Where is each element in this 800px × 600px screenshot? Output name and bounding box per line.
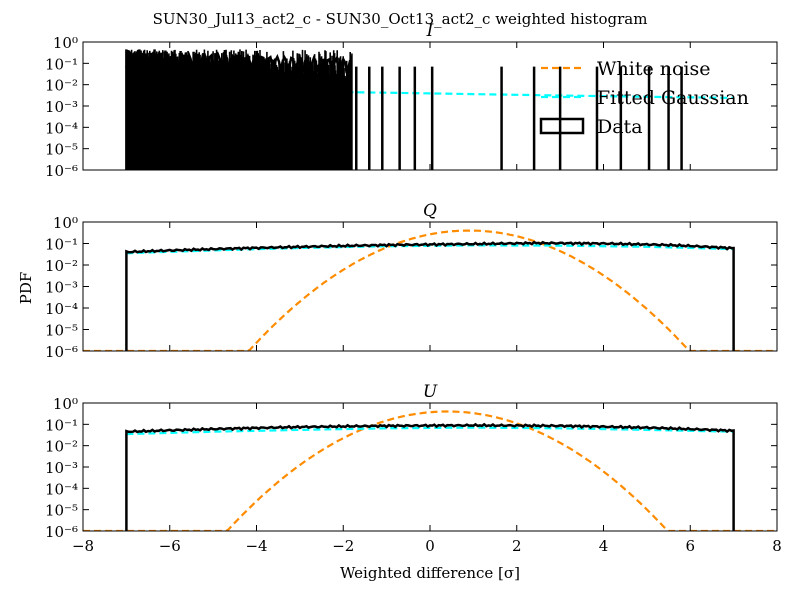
y-tick-label: 10⁻⁴ — [45, 300, 78, 318]
y-tick-label: 10⁰ — [53, 214, 78, 232]
x-tick-label: 0 — [425, 537, 435, 555]
y-tick-label: 10⁻² — [45, 438, 78, 456]
series-white-noise — [83, 229, 777, 351]
y-tick-label: 10⁰ — [53, 395, 78, 413]
plot-area — [83, 410, 777, 531]
y-tick-label: 10⁻⁵ — [45, 141, 78, 159]
figure-title: SUN30_Jul13_act2_c - SUN30_Oct13_act2_c … — [152, 10, 648, 28]
y-tick-label: 10⁻¹ — [45, 55, 78, 73]
series-fitted-gaussian — [126, 244, 734, 255]
y-tick-label: 10⁻⁶ — [45, 162, 78, 180]
y-tick-label: 10⁻³ — [45, 279, 78, 297]
plot-area — [125, 49, 734, 170]
legend-label: Data — [597, 116, 643, 138]
legend: White noise Fitted Gaussian Data — [539, 58, 749, 138]
x-tick-label: −4 — [245, 537, 267, 555]
x-tick-label: 8 — [772, 537, 782, 555]
series-data-histogram — [125, 49, 683, 170]
legend-label: White noise — [597, 58, 711, 80]
y-tick-label: 10⁻¹ — [45, 416, 78, 434]
y-tick-label: 10⁻¹ — [45, 236, 78, 254]
panel-title: U — [423, 382, 438, 402]
data-dense-top — [125, 49, 352, 75]
y-tick-label: 10⁻² — [45, 257, 78, 275]
x-tick-label: −2 — [332, 537, 354, 555]
y-tick-label: 10⁻⁶ — [45, 523, 78, 541]
panel-u: 10⁰ 10⁻¹ 10⁻² 10⁻³ 10⁻⁴ 10⁻⁵ 10⁻⁶−8 −6 −4 −2 0 2 4 6 8… — [45, 382, 782, 555]
legend-label: Fitted Gaussian — [597, 87, 749, 109]
y-tick-label: 10⁻³ — [45, 98, 78, 116]
y-tick-label: 10⁻⁴ — [45, 480, 78, 498]
y-tick-label: 10⁻⁶ — [45, 343, 78, 361]
panel-q: 10⁰ 10⁻¹ 10⁻² 10⁻³ 10⁻⁴ 10⁻⁵ 10⁻⁶ Q — [45, 201, 778, 361]
y-tick-label: 10⁻² — [45, 77, 78, 95]
y-tick-label: 10⁻³ — [45, 459, 78, 477]
panel-title: I — [426, 21, 434, 41]
series-fitted-gaussian — [126, 426, 734, 436]
x-tick-label: 6 — [685, 537, 695, 555]
y-tick-label: 10⁻⁵ — [45, 502, 78, 520]
x-tick-label: −8 — [72, 537, 94, 555]
panel-i: 10⁰ 10⁻¹ 10⁻² 10⁻³ 10⁻⁴ 10⁻⁵ 10⁻⁶ I — [45, 21, 778, 180]
panel-title: Q — [423, 201, 437, 221]
legend-swatch-data — [539, 117, 585, 135]
plot-area — [83, 229, 777, 351]
data-histogram-line — [125, 240, 735, 351]
series-white-noise — [83, 410, 777, 531]
series-data-histogram — [125, 422, 735, 531]
y-tick-label: 10⁰ — [53, 34, 78, 52]
panel-frame — [82, 402, 778, 532]
series-data-histogram — [125, 240, 735, 351]
y-tick-label: 10⁻⁴ — [45, 119, 78, 137]
panel-frame — [82, 221, 778, 352]
x-axis-label: Weighted difference [σ] — [340, 564, 520, 582]
x-tick-label: 4 — [599, 537, 609, 555]
x-tick-label: 2 — [512, 537, 522, 555]
x-tick-label: −6 — [159, 537, 181, 555]
y-axis-label: PDF — [17, 272, 35, 305]
y-tick-label: 10⁻⁵ — [45, 322, 78, 340]
data-histogram-line — [125, 422, 735, 531]
